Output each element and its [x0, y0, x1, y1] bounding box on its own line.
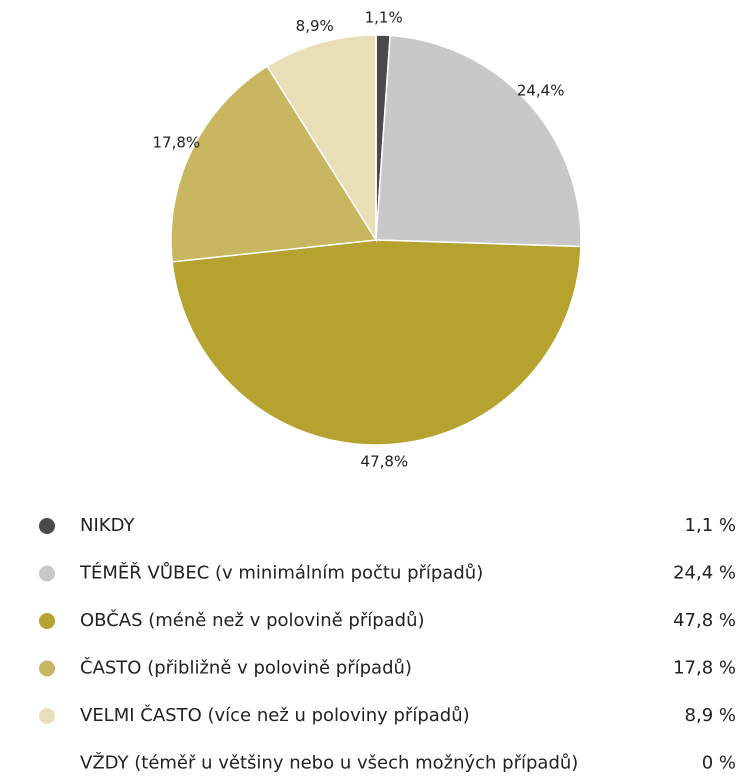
legend-label: VŽDY (téměř u většiny nebo u všech možný…: [80, 752, 578, 774]
legend-value: 0 %: [702, 753, 736, 774]
legend-swatch: [39, 565, 55, 582]
pie-slice: [170, 65, 378, 263]
legend-label: VELMI ČASTO (více než u poloviny případů…: [80, 704, 470, 726]
legend-swatch: [39, 755, 55, 772]
slice-label: 1,1%: [365, 9, 403, 27]
pie-slice: [171, 239, 582, 446]
legend-swatch: [39, 660, 55, 677]
pie-slice: [266, 34, 377, 243]
legend-value: 17,8 %: [673, 658, 736, 679]
legend-label: TÉMĚŘ VŮBEC (v minimálním počtu případů): [79, 562, 483, 584]
legend-value: 8,9 %: [685, 705, 736, 726]
legend-label: NIKDY: [80, 515, 135, 536]
legend-swatch: [39, 708, 55, 724]
legend-label: OBČAS (méně než v polovině případů): [80, 609, 425, 631]
legend-value: 24,4 %: [673, 563, 736, 584]
slice-label: 17,8%: [153, 133, 201, 151]
legend-swatch: [39, 518, 55, 534]
slice-label: 8,9%: [296, 17, 334, 35]
pie-slice: [375, 34, 582, 248]
slice-label: 47,8%: [361, 452, 409, 470]
legend-value: 47,8 %: [673, 610, 736, 631]
legend-swatch: [39, 613, 55, 629]
legend-value: 1,1 %: [685, 515, 736, 536]
legend-label: ČASTO (přibližně v polovině případů): [80, 657, 412, 679]
slice-label: 24,4%: [517, 82, 565, 100]
